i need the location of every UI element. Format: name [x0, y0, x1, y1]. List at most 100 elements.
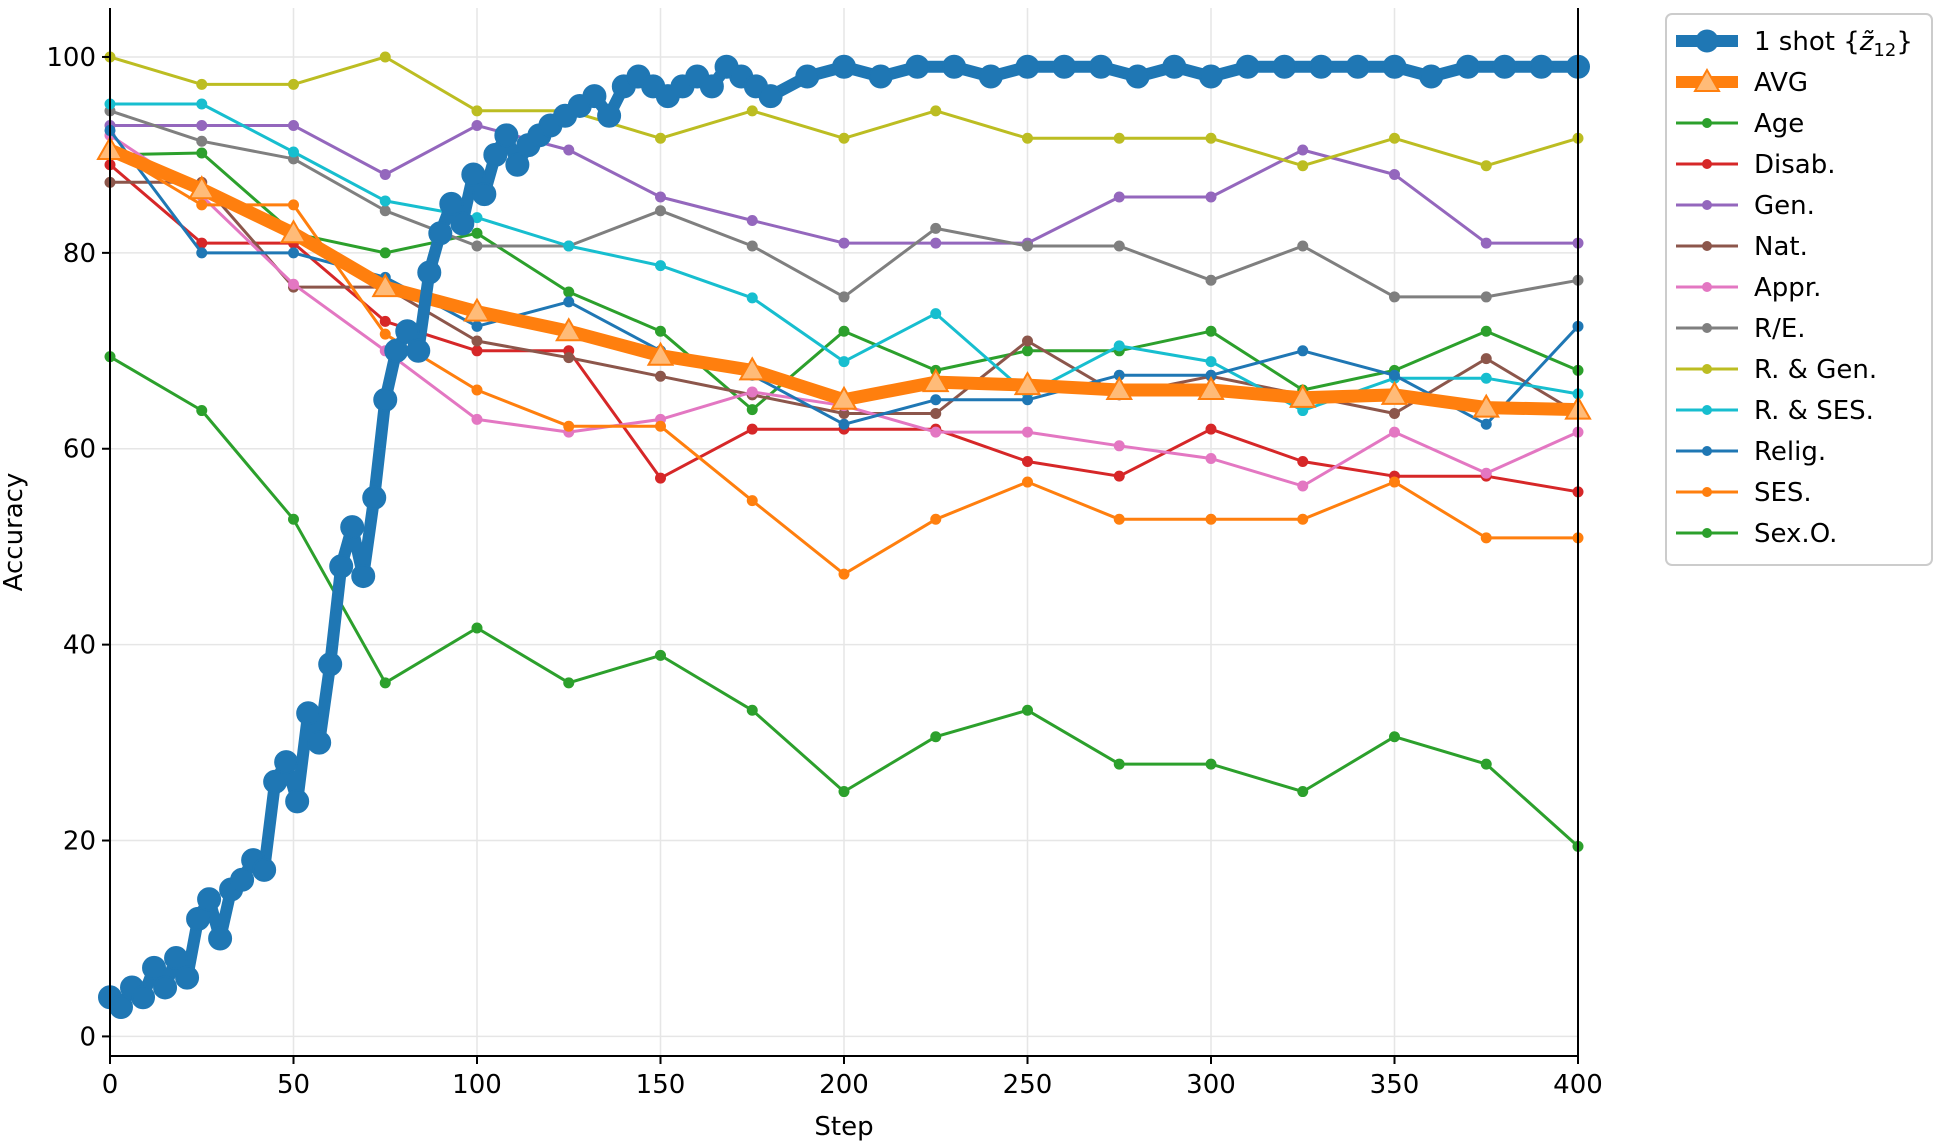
data-point	[471, 413, 483, 425]
data-point	[597, 103, 622, 128]
data-point	[1205, 453, 1217, 465]
legend-label: Nat.	[1754, 232, 1808, 262]
data-point	[563, 286, 575, 298]
data-point	[655, 325, 666, 337]
data-point	[1113, 440, 1125, 452]
data-point	[1113, 191, 1125, 203]
data-point	[1480, 353, 1492, 365]
data-point	[758, 84, 783, 109]
data-point	[868, 64, 893, 89]
x-tick-label: 300	[1186, 1070, 1236, 1100]
data-point	[746, 105, 758, 117]
data-point	[930, 237, 942, 249]
data-point	[746, 292, 758, 304]
data-point	[471, 120, 483, 132]
data-point	[1389, 731, 1400, 743]
data-point	[1235, 54, 1260, 79]
data-point	[285, 789, 310, 814]
data-point	[450, 211, 475, 236]
legend-entry: Gen.	[1676, 191, 1815, 221]
data-point	[1389, 132, 1400, 144]
data-point	[1297, 513, 1309, 525]
data-point	[1197, 375, 1225, 400]
data-point	[838, 356, 850, 368]
data-point	[263, 769, 288, 794]
data-point	[1389, 476, 1400, 488]
data-point	[905, 54, 930, 79]
data-point	[555, 317, 583, 342]
data-point	[1088, 54, 1113, 79]
data-point	[1205, 191, 1217, 203]
legend-label: R/E.	[1754, 314, 1806, 344]
data-point	[1113, 240, 1125, 252]
data-point	[1113, 132, 1125, 144]
data-point	[746, 215, 758, 227]
data-point	[655, 132, 666, 144]
data-point	[417, 260, 442, 285]
data-point	[439, 191, 464, 216]
data-point	[471, 335, 483, 347]
data-point	[1052, 54, 1077, 79]
data-point	[1022, 476, 1033, 488]
x-tick-label: 350	[1370, 1070, 1420, 1100]
legend-marker	[1702, 405, 1712, 415]
tick-labels: 0 50 100 150 200 250 300 350 400 0 20 40 60 80 100	[46, 43, 1602, 1100]
data-point	[1389, 291, 1400, 303]
data-point	[471, 345, 483, 357]
data-point	[379, 51, 391, 63]
data-point	[1272, 54, 1297, 79]
data-point	[1022, 455, 1033, 467]
data-point	[795, 64, 820, 89]
data-point	[351, 564, 376, 589]
legend-label: Relig.	[1754, 437, 1826, 467]
data-point	[838, 568, 850, 580]
data-point	[186, 906, 211, 931]
y-axis-title: Accuracy	[0, 473, 29, 592]
legend-entry: 1 shot {z̃12}	[1676, 27, 1913, 61]
data-point	[655, 191, 666, 203]
data-point	[1125, 64, 1150, 89]
data-point	[362, 485, 387, 510]
legend-label: Appr.	[1754, 273, 1821, 303]
data-point	[196, 120, 208, 132]
data-point	[1022, 335, 1033, 347]
legend-entry: Nat.	[1676, 232, 1808, 262]
data-point	[1480, 291, 1492, 303]
data-point	[196, 199, 208, 211]
legend-label: 1 shot {z̃12}	[1754, 27, 1913, 61]
data-point	[196, 78, 208, 90]
x-tick-label: 150	[636, 1070, 686, 1100]
legend-marker	[1702, 528, 1712, 538]
data-point	[738, 356, 766, 381]
x-tick-label: 400	[1553, 1070, 1603, 1100]
data-point	[1113, 470, 1125, 482]
data-point	[563, 677, 575, 689]
data-point	[1480, 372, 1492, 384]
data-point	[483, 142, 508, 167]
data-point	[379, 247, 391, 259]
data-point	[930, 394, 942, 406]
data-point	[1472, 393, 1500, 418]
data-point	[1205, 356, 1217, 368]
data-point	[1480, 418, 1492, 430]
data-point	[1389, 369, 1400, 381]
data-point	[1419, 64, 1444, 89]
data-point	[838, 132, 850, 144]
data-point	[746, 240, 758, 252]
data-point	[1389, 426, 1400, 438]
data-point	[1309, 54, 1334, 79]
data-point	[838, 418, 850, 430]
data-point	[463, 297, 491, 322]
data-point	[1455, 54, 1480, 79]
data-point	[1389, 169, 1400, 181]
data-point	[153, 975, 178, 1000]
data-point	[563, 420, 575, 432]
data-point	[646, 341, 675, 366]
x-tick-label: 50	[277, 1070, 310, 1100]
data-point	[1205, 274, 1217, 286]
data-point	[471, 105, 483, 117]
x-axis-title: Step	[814, 1112, 873, 1142]
data-point	[1480, 467, 1492, 479]
